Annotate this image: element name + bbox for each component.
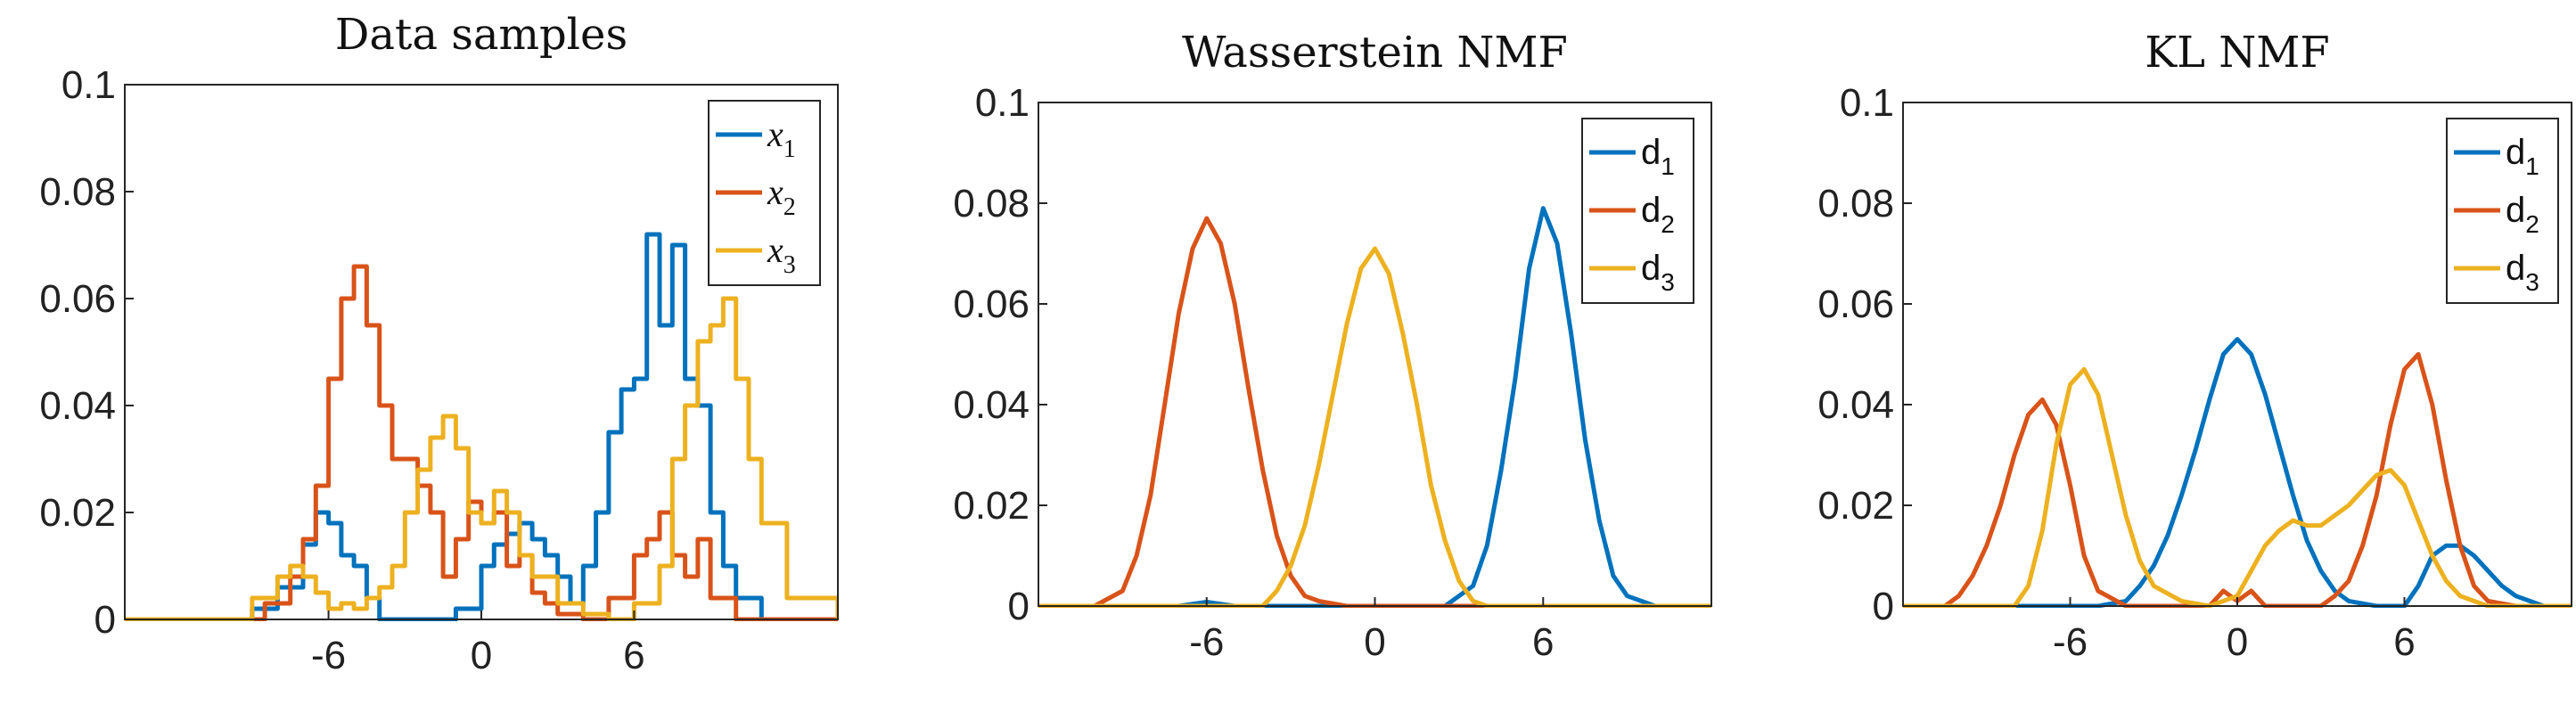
series-line-d1 xyxy=(1903,337,2572,608)
chart-title: KL NMF xyxy=(2145,28,2329,78)
x-tick-label: 0 xyxy=(2227,620,2248,664)
legend-label-x3: x3 xyxy=(767,230,796,279)
y-tick-label: 0 xyxy=(1873,585,1894,628)
chart-title: Data samples xyxy=(335,10,628,60)
chart-kl-nmf: KL NMF 0 0.02 0.04 0.06 0.08 0.1 -6 0 6 d1 d2 d3 xyxy=(1747,0,2576,713)
y-tick-label: 0.04 xyxy=(953,383,1030,427)
legend: d1 d2 d3 xyxy=(2446,118,2559,304)
series-line-d3 xyxy=(1903,366,2572,608)
y-tick-label: 0 xyxy=(1008,585,1030,628)
x-tick-label: -6 xyxy=(1189,620,1224,664)
legend-label-d2: d2 xyxy=(1641,191,1675,238)
y-tick-label: 0.06 xyxy=(1817,283,1894,326)
chart-svg: Data samples 0 0.02 0.04 0.06 0.08 0.1 -6 0 6 x1 x2… xyxy=(39,10,839,677)
legend-label-d3: d3 xyxy=(2506,249,2539,296)
x-tick-label: -6 xyxy=(311,634,346,677)
x-tick-label: 6 xyxy=(1532,620,1554,664)
legend-label-x1: x1 xyxy=(767,114,796,163)
y-tick-label: 0.02 xyxy=(39,491,116,535)
legend-label-d1: d1 xyxy=(2506,133,2539,180)
series-line-d3 xyxy=(1038,246,1711,608)
x-tick-label: 0 xyxy=(1364,620,1385,664)
legend-label-d2: d2 xyxy=(2506,191,2539,238)
series-line-x3 xyxy=(125,296,838,621)
y-tick-label: 0.08 xyxy=(953,182,1030,225)
x-tick-label: 6 xyxy=(623,634,644,677)
series-line-d2 xyxy=(1903,352,2572,608)
x-tick-label: 6 xyxy=(2393,620,2415,664)
series-line-x1 xyxy=(125,232,838,621)
y-tick-label: 0.1 xyxy=(1840,81,1894,125)
chart-svg: KL NMF 0 0.02 0.04 0.06 0.08 0.1 -6 0 6 d1 d2 d3 xyxy=(1817,28,2572,664)
x-tick-label: -6 xyxy=(2053,620,2088,664)
y-tick-label: 0.06 xyxy=(39,277,116,321)
chart-title: Wasserstein NMF xyxy=(1182,28,1568,78)
chart-svg: Wasserstein NMF 0 0.02 0.04 0.06 0.08 0.1 -6 0 6 d… xyxy=(953,28,1712,664)
y-tick-label: 0 xyxy=(94,598,116,642)
x-tick-label: 0 xyxy=(471,634,492,677)
chart-data-samples: Data samples 0 0.02 0.04 0.06 0.08 0.1 -6 0 6 x1 x2… xyxy=(0,0,856,713)
legend-label-x2: x2 xyxy=(767,172,796,221)
y-tick-label: 0.02 xyxy=(953,484,1030,528)
chart-wasserstein-nmf: Wasserstein NMF 0 0.02 0.04 0.06 0.08 0.1 -6 0 6 d… xyxy=(882,0,1720,713)
y-tick-label: 0.08 xyxy=(39,170,116,214)
y-tick-label: 0.1 xyxy=(975,81,1030,125)
y-tick-label: 0.02 xyxy=(1817,484,1894,528)
y-tick-label: 0.1 xyxy=(62,63,116,107)
legend-label-d3: d3 xyxy=(1641,249,1675,296)
y-tick-label: 0.04 xyxy=(39,384,116,428)
legend-label-d1: d1 xyxy=(1641,133,1675,180)
y-tick-label: 0.04 xyxy=(1817,383,1894,427)
legend: d1 d2 d3 xyxy=(1581,118,1694,304)
series-line-d2 xyxy=(1038,216,1711,608)
y-tick-label: 0.08 xyxy=(1817,182,1894,225)
legend: x1 x2 x3 xyxy=(708,100,821,286)
y-tick-label: 0.06 xyxy=(953,283,1030,326)
